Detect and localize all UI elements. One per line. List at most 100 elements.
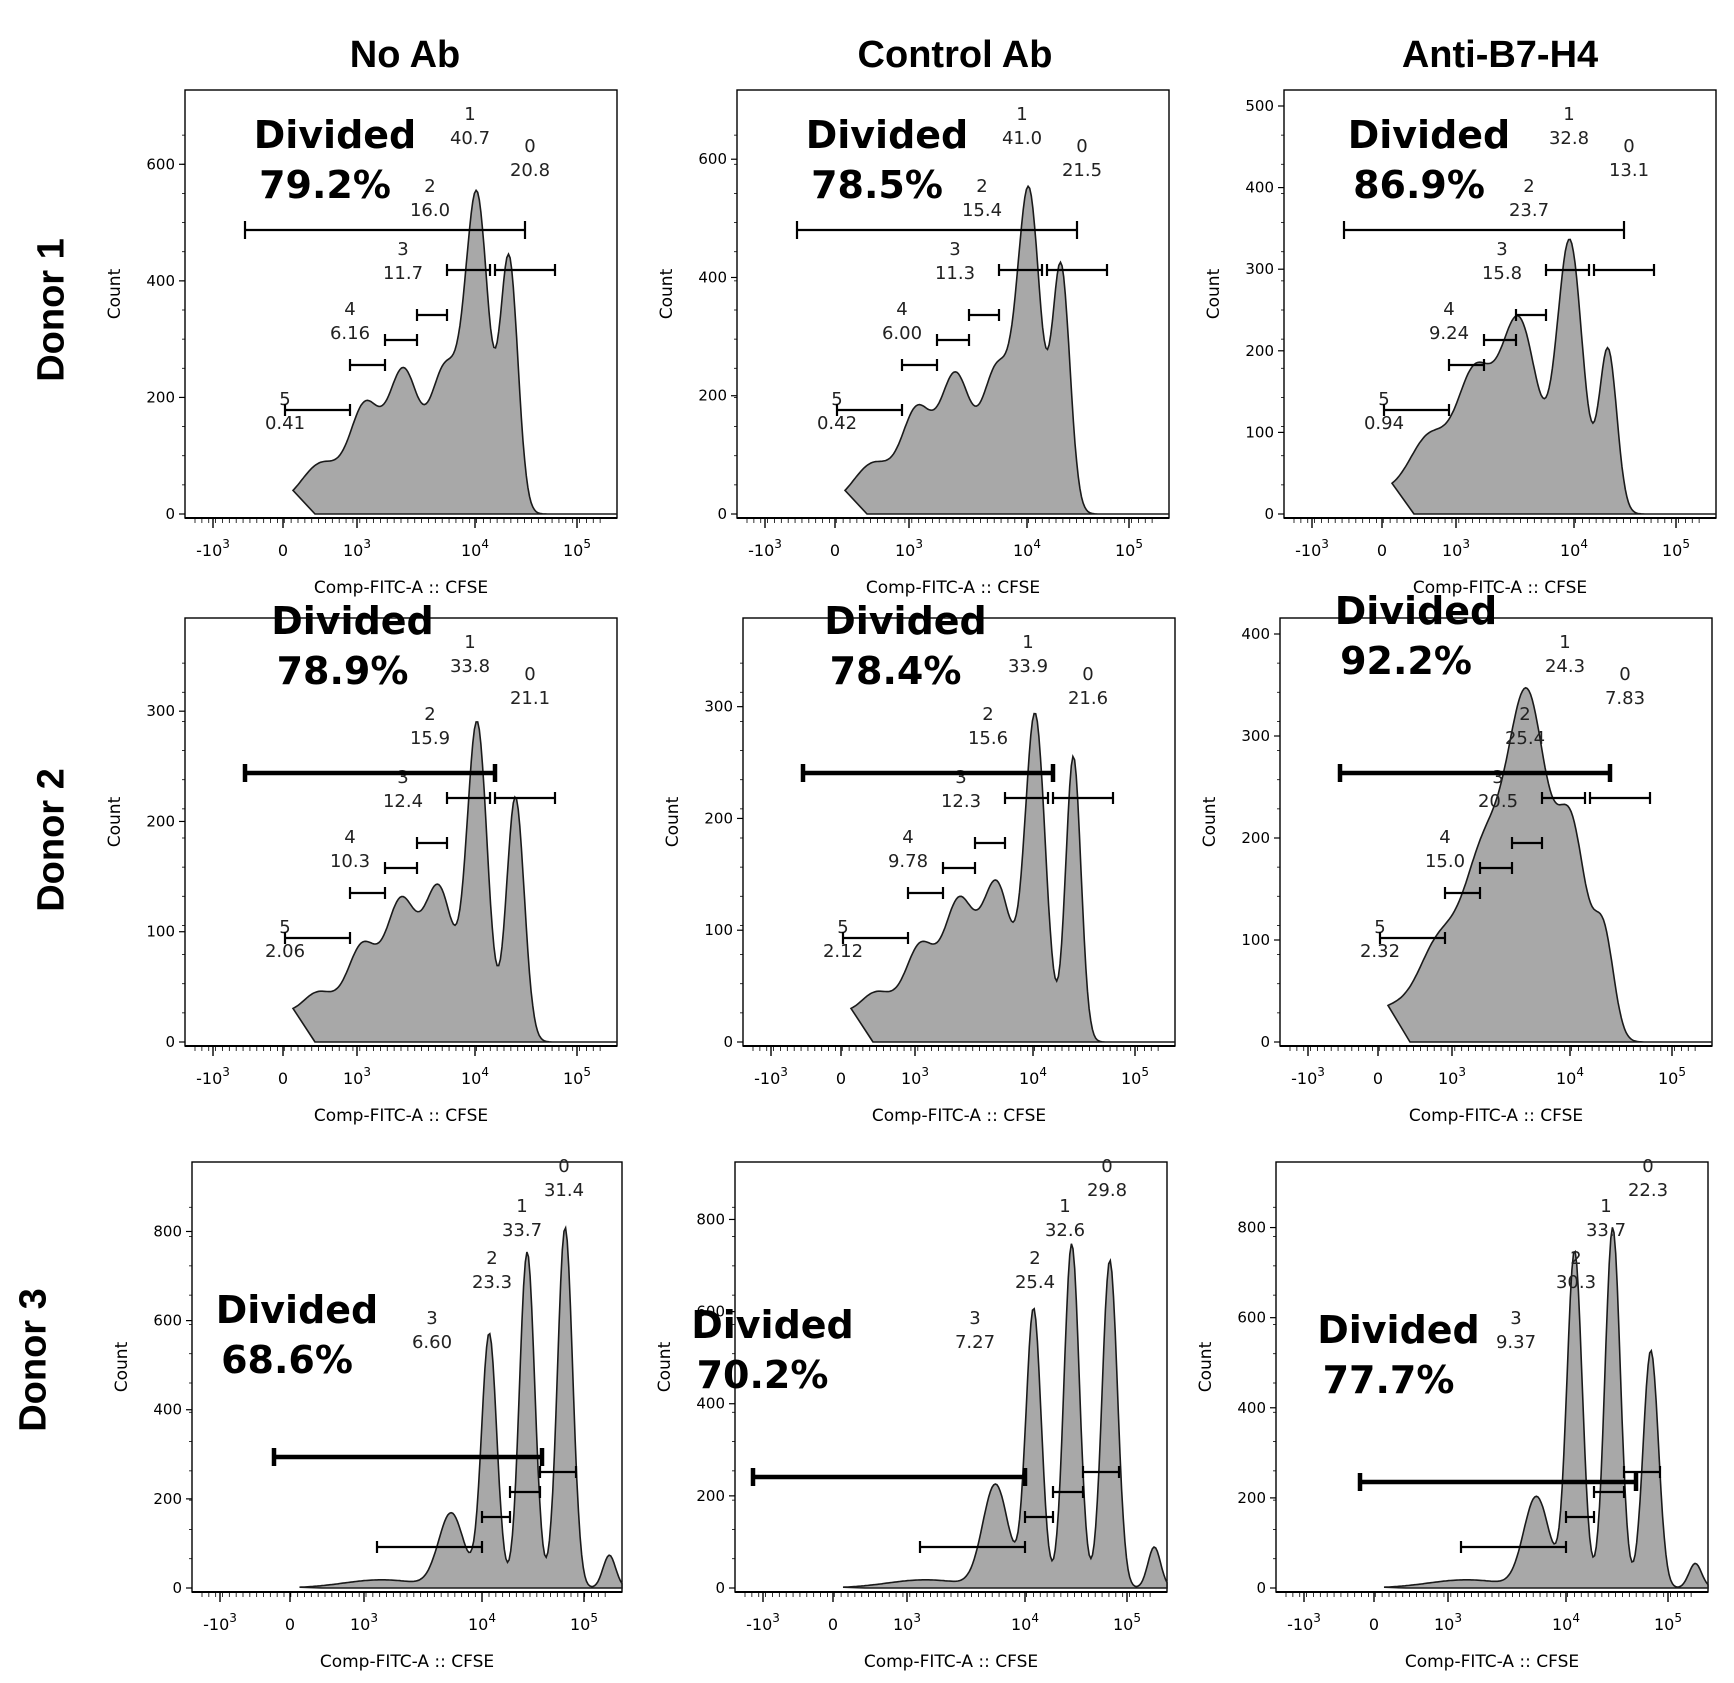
divided-value: 77.7% [1323,1358,1455,1402]
gate-1: 140.7 [445,104,492,276]
gate-1: 133.8 [445,632,492,804]
divided-value: 79.2% [259,163,391,207]
gate-value: 15.0 [1425,851,1465,872]
y-tick-label: 0 [723,1033,733,1051]
histogram-area [849,712,1175,1043]
gate-4: 46.16 [330,299,387,371]
x-tick-label: 103 [343,537,371,560]
gate-name: 0 [524,136,535,157]
gate-1: 124.3 [1540,632,1587,804]
x-tick-label: -103 [203,1611,237,1634]
divided-annotation: Divided 78.9% [242,599,498,782]
y-tick-label: 0 [717,505,727,523]
plot-frame [1275,1161,1709,1593]
gate-0: 013.1 [1592,136,1656,276]
x-tick-label: 105 [1113,1611,1141,1634]
gate-1: 132.6 [1045,1196,1085,1498]
x-tick-label: 103 [1442,537,1470,560]
gate-name: 4 [902,827,913,848]
gate-name: 3 [969,1308,980,1329]
divided-label: Divided [824,599,987,643]
gate-value: 33.7 [1586,1220,1626,1241]
x-tick-label: 103 [901,1065,929,1088]
x-tick-label: 0 [828,1615,838,1634]
gate-name: 5 [831,389,842,410]
y-tick-label: 0 [1260,1033,1270,1051]
gate-3: 312.4 [383,767,423,874]
gate-name: 2 [424,176,435,197]
gate-3: 36.60 [375,1308,484,1553]
gate-2: 215.6 [968,704,1008,849]
gate-2: 223.7 [1509,176,1549,321]
x-tick-label: 104 [461,1065,489,1088]
divided-value: 78.5% [811,163,943,207]
gate-name: 4 [896,299,907,320]
gate-name: 2 [982,704,993,725]
histogram-area [843,184,1169,515]
y-tick-label: 600 [1237,1309,1266,1327]
y-tick-label: 800 [153,1222,182,1240]
divided-annotation: Divided 92.2% [1335,589,1613,782]
gate-value: 6.16 [330,323,370,344]
gate-name: 0 [524,664,535,685]
gate-value: 6.60 [412,1332,452,1353]
column-title-anti-b7-h4: Anti-B7-H4 [1401,34,1599,76]
x-tick-label: 0 [836,1069,846,1088]
gate-name: 1 [516,1196,527,1217]
y-tick-label: 0 [715,1579,725,1597]
x-tick-label: 0 [830,541,840,560]
x-tick-label: 103 [893,1611,921,1634]
y-axis-label: Count [105,796,125,847]
gate-value: 33.7 [502,1220,542,1241]
gate-1: 141.0 [997,104,1044,276]
gate-0: 021.6 [1051,664,1115,804]
gate-3: 39.37 [1459,1308,1568,1553]
y-tick-label: 0 [1256,1579,1266,1597]
x-tick-label: 105 [1662,537,1690,560]
gate-value: 2.12 [823,941,863,962]
divided-label: Divided [1348,113,1511,157]
divided-value: 92.2% [1340,639,1472,683]
x-tick-label: 105 [1658,1065,1686,1088]
gate-name: 1 [1022,632,1033,653]
gate-value: 21.1 [510,688,550,709]
gate-5: 50.41 [265,389,352,434]
x-tick-label: 104 [1019,1065,1047,1088]
y-axis-label: Count [1204,268,1224,319]
gate-3: 311.3 [935,239,975,346]
gate-value: 24.3 [1545,656,1585,677]
divided-label: Divided [254,113,417,157]
x-tick-label: 0 [1377,541,1387,560]
gate-name: 1 [1563,104,1574,125]
y-tick-label: 0 [172,1579,182,1597]
gate-value: 31.4 [544,1180,584,1201]
gate-value: 7.83 [1605,688,1645,709]
x-tick-label: 105 [570,1611,598,1634]
gate-value: 11.7 [383,263,423,284]
y-tick-label: 200 [146,812,175,830]
gate-value: 30.3 [1556,1272,1596,1293]
x-tick-label: 105 [563,1065,591,1088]
gate-value: 6.00 [882,323,922,344]
x-tick-label: 104 [461,537,489,560]
gate-2: 225.4 [1015,1248,1055,1523]
gate-name: 1 [1559,632,1570,653]
histogram-area [291,721,617,1043]
divided-value: 70.2% [697,1353,829,1397]
y-tick-label: 100 [146,923,175,941]
divided-annotation: Divided 86.9% [1342,113,1626,239]
gate-0: 021.1 [493,664,557,804]
gate-name: 3 [426,1308,437,1329]
histogram-area [842,1243,1168,1589]
gate-1: 133.7 [502,1196,542,1498]
gate-name: 0 [558,1156,569,1177]
x-axis-label: Comp-FITC-A :: CFSE [866,578,1040,598]
gate-value: 12.4 [383,791,423,812]
y-tick-label: 300 [1241,727,1270,745]
gate-5: 52.06 [265,917,352,962]
x-axis-label: Comp-FITC-A :: CFSE [872,1106,1046,1126]
